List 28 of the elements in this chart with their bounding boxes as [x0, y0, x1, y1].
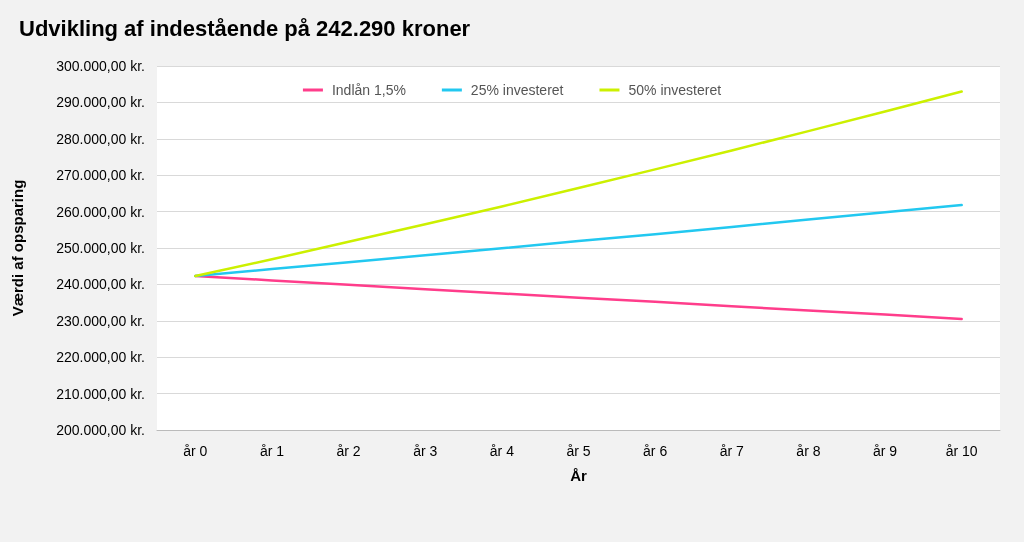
y-tick-label: 270.000,00 kr. [56, 167, 145, 184]
y-tick-label: 210.000,00 kr. [56, 385, 145, 402]
chart-title: Udvikling af indestående på 242.290 kroner [19, 15, 471, 41]
y-tick-label: 300.000,00 kr. [56, 58, 145, 74]
y-axis-title: Værdi af opsparing [9, 179, 26, 317]
x-tick-label: år 2 [336, 443, 361, 459]
x-tick-label: år 1 [259, 443, 285, 459]
legend-label: 50% investeret [628, 82, 722, 98]
y-tick-label: 250.000,00 kr. [56, 240, 145, 256]
x-tick-label: år 7 [719, 443, 745, 459]
x-axis-title: År [570, 467, 587, 484]
x-tick-label: år 8 [796, 443, 821, 459]
x-tick-label: år 10 [945, 443, 978, 459]
x-tick-label: år 3 [413, 443, 438, 459]
y-tick-label: 220.000,00 kr. [56, 349, 145, 366]
x-tick-label: år 9 [872, 443, 898, 459]
y-tick-label: 280.000,00 kr. [56, 130, 145, 147]
x-tick-label: år 6 [643, 443, 668, 459]
legend-label: Indlån 1,5% [331, 82, 406, 98]
y-tick-label: 290.000,00 kr. [56, 94, 145, 111]
legend-label: 25% investeret [470, 82, 564, 98]
x-tick-label: år 5 [566, 443, 591, 459]
x-tick-label: år 0 [183, 443, 208, 459]
y-tick-label: 230.000,00 kr. [56, 312, 145, 329]
y-tick-label: 240.000,00 kr. [56, 276, 145, 293]
y-tick-label: 260.000,00 kr. [56, 203, 145, 220]
y-tick-label: 200.000,00 kr. [56, 422, 145, 438]
x-tick-label: år 4 [489, 443, 515, 459]
